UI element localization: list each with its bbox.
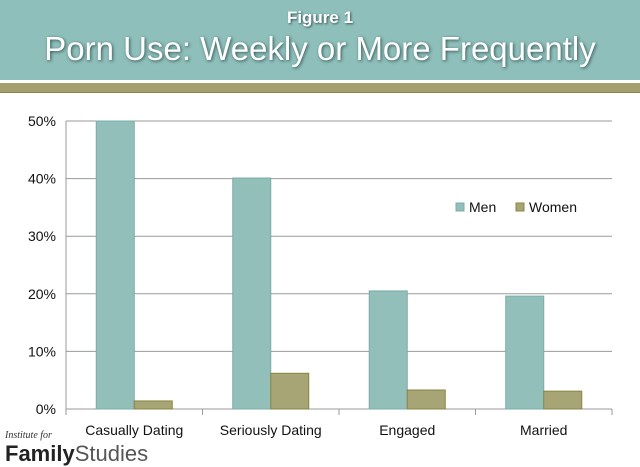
x-tick-label: Casually Dating — [85, 422, 183, 438]
y-tick-label: 10% — [28, 343, 56, 359]
x-tick-label: Engaged — [379, 422, 435, 438]
y-tick-label: 0% — [36, 401, 56, 417]
legend-swatch-men — [455, 202, 465, 212]
chart-title: Porn Use: Weekly or More Frequently — [44, 30, 596, 67]
figure-label: Figure 1 — [286, 8, 354, 27]
x-tick-label: Seriously Dating — [220, 422, 322, 438]
bar-women — [270, 372, 310, 410]
divider-band — [0, 83, 640, 93]
logo: FamilyStudies — [5, 441, 148, 467]
logo-family: Family — [5, 441, 75, 466]
bar-women — [543, 390, 583, 410]
legend-swatch-women — [515, 202, 525, 212]
logo-studies: Studies — [74, 441, 149, 466]
bar-men — [95, 120, 135, 410]
legend-label: Women — [529, 199, 577, 215]
bar-men — [232, 177, 272, 410]
y-tick-label: 30% — [28, 228, 56, 244]
legend-label: Men — [469, 199, 496, 215]
bar-women — [406, 389, 446, 410]
bar-men — [368, 290, 408, 410]
logo-institute-for: Institute for — [5, 430, 52, 441]
bar-men — [505, 295, 545, 410]
y-tick-label: 20% — [28, 286, 56, 302]
header-banner: Figure 1 Porn Use: Weekly or More Freque… — [0, 0, 640, 80]
bar-women — [133, 400, 173, 410]
y-tick-label: 40% — [28, 171, 56, 187]
y-tick-label: 50% — [28, 113, 56, 129]
x-tick-label: Married — [520, 422, 567, 438]
